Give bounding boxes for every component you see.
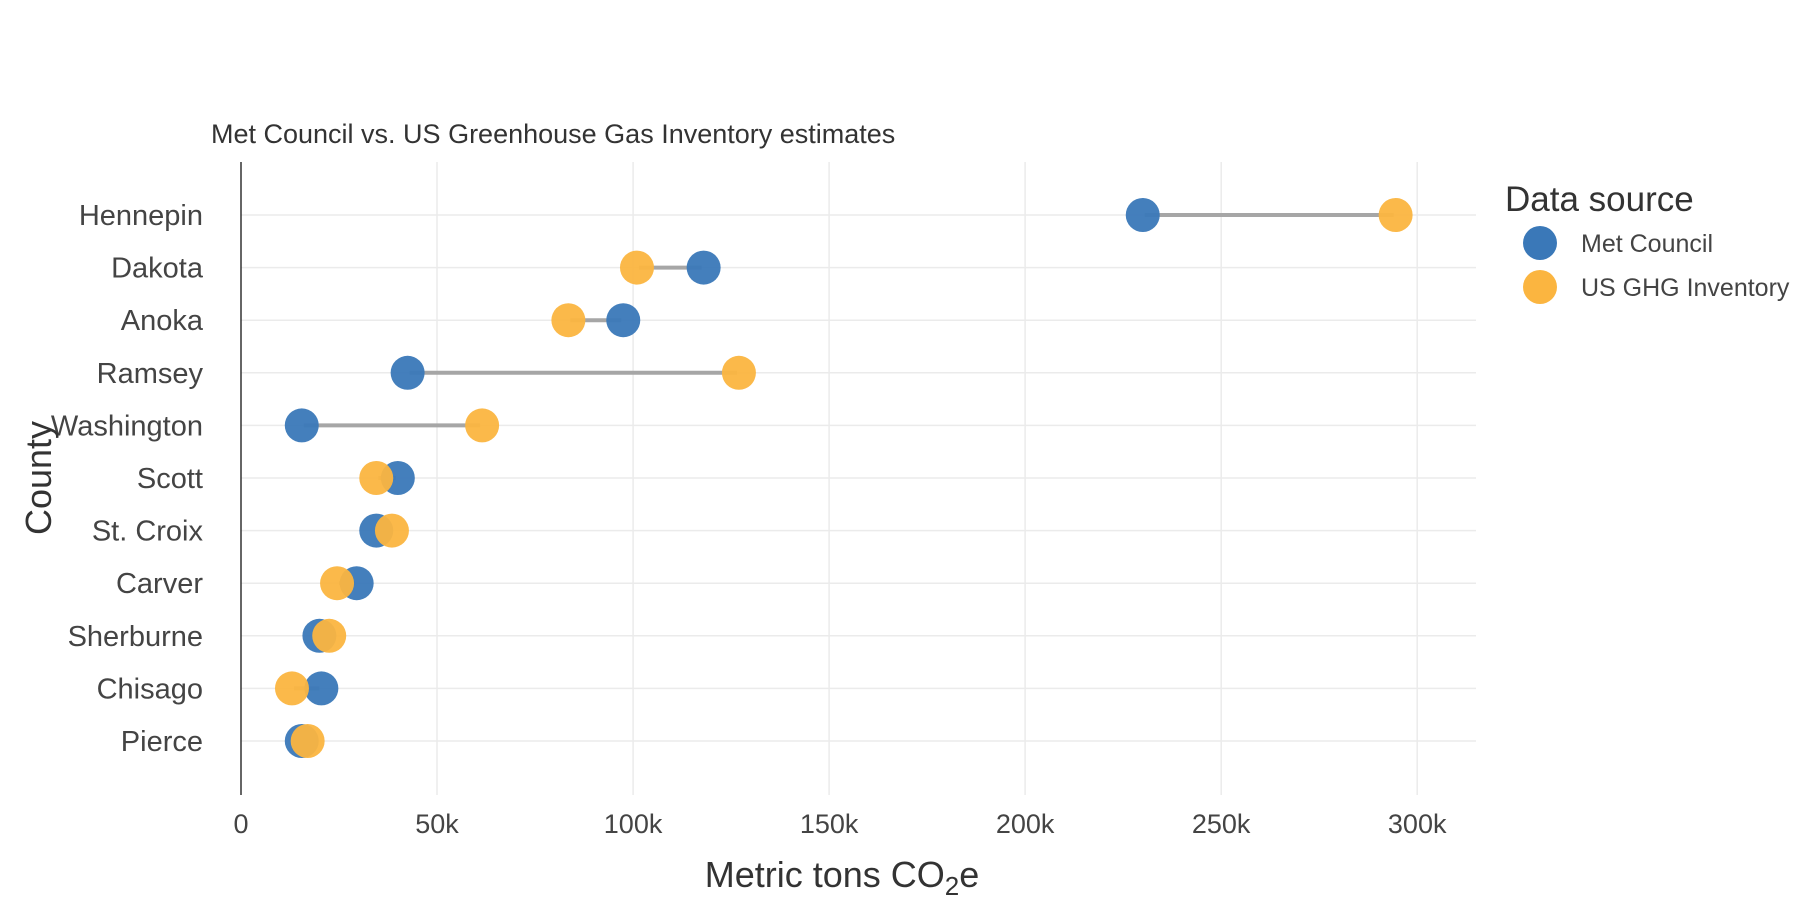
y-tick-label: Hennepin xyxy=(79,200,203,232)
y-axis-title: County xyxy=(18,421,59,535)
y-tick-label: Washington xyxy=(51,410,203,442)
y-tick-label: Sherburne xyxy=(68,621,203,653)
x-axis-title-suffix: e xyxy=(959,854,979,895)
y-tick-labels: Hennepin Dakota Anoka Ramsey Washington Scott… xyxy=(51,200,204,758)
met-council-point xyxy=(1125,198,1160,232)
x-tick-label: 0 xyxy=(233,809,248,839)
y-tick-label: Scott xyxy=(137,463,203,495)
x-axis-title-main: Metric tons CO xyxy=(705,854,945,895)
data-points xyxy=(274,198,1413,758)
legend-label: US GHG Inventory xyxy=(1581,274,1790,302)
met-council-point xyxy=(304,671,339,706)
met-council-point xyxy=(390,355,425,390)
us-ghg-inventory-point xyxy=(359,461,394,495)
legend: Data source Met Council US GHG Inventory xyxy=(1505,180,1790,304)
x-tick-label: 250k xyxy=(1192,809,1251,839)
x-axis-title: Metric tons CO2e xyxy=(705,854,980,900)
x-tick-label: 200k xyxy=(996,809,1055,839)
legend-swatch xyxy=(1523,270,1557,304)
y-tick-label: Chisago xyxy=(97,673,203,705)
us-ghg-inventory-point xyxy=(551,303,586,338)
y-tick-label: St. Croix xyxy=(92,516,204,548)
x-tick-label: 300k xyxy=(1388,809,1447,839)
y-tick-label: Anoka xyxy=(121,305,204,337)
x-tick-labels: 0 50k 100k 150k 200k 250k 300k xyxy=(233,809,1446,839)
us-ghg-inventory-point xyxy=(290,724,325,758)
legend-swatch xyxy=(1523,226,1557,260)
x-axis-title-subscript: 2 xyxy=(945,871,959,900)
y-tick-label: Pierce xyxy=(121,726,203,758)
y-tick-label: Carver xyxy=(116,568,203,600)
us-ghg-inventory-point xyxy=(721,355,756,390)
us-ghg-inventory-point xyxy=(619,250,654,285)
legend-title: Data source xyxy=(1505,180,1694,219)
met-council-point xyxy=(606,303,641,338)
gridlines xyxy=(241,162,1476,795)
met-council-point xyxy=(686,250,721,285)
y-tick-label: Ramsey xyxy=(97,358,204,390)
x-tick-label: 50k xyxy=(415,809,459,839)
us-ghg-inventory-point xyxy=(374,513,409,548)
met-council-point xyxy=(284,408,319,443)
us-ghg-inventory-point xyxy=(1378,198,1413,232)
legend-items: Met Council US GHG Inventory xyxy=(1523,226,1790,304)
us-ghg-inventory-point xyxy=(465,408,500,443)
chart-subtitle: Met Council vs. US Greenhouse Gas Invent… xyxy=(211,119,895,149)
us-ghg-inventory-point xyxy=(320,566,355,601)
us-ghg-inventory-point xyxy=(312,618,347,653)
x-tick-label: 150k xyxy=(800,809,859,839)
us-ghg-inventory-point xyxy=(274,671,309,706)
y-tick-label: Dakota xyxy=(111,253,204,285)
legend-label: Met Council xyxy=(1581,230,1713,258)
x-tick-label: 100k xyxy=(604,809,663,839)
